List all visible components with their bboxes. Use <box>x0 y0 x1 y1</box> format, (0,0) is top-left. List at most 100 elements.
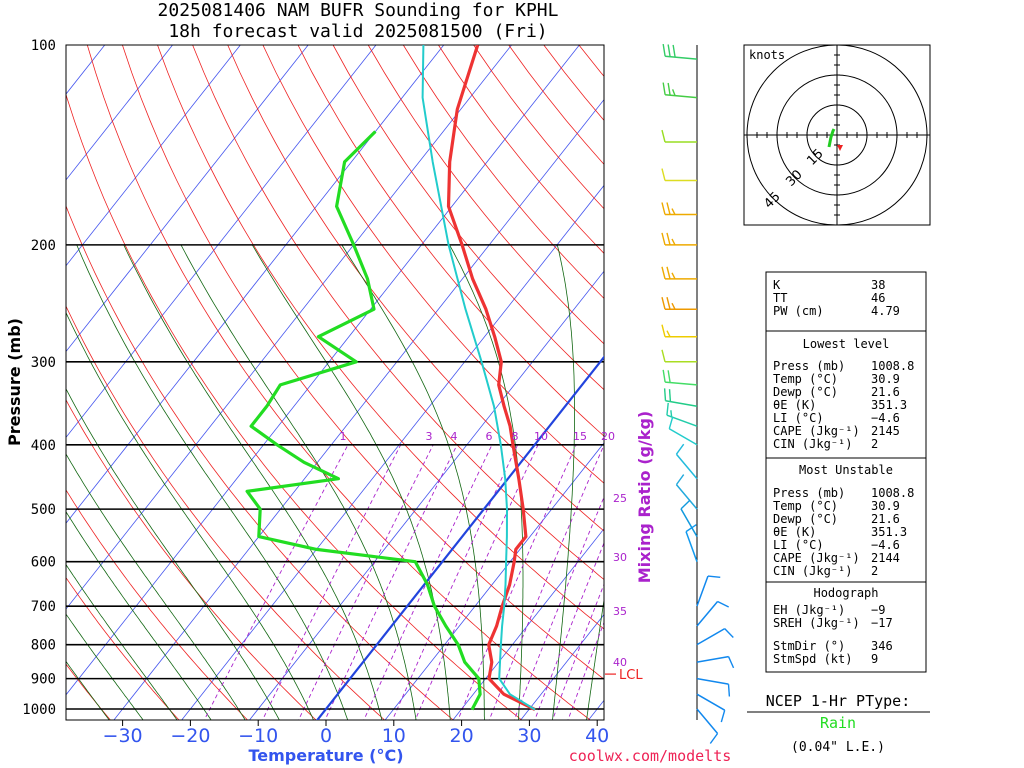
mixing-ratio-tick-label: 10 <box>534 430 548 443</box>
wind-barb-staff <box>675 453 698 480</box>
most-unstable-row-value: 2144 <box>871 551 900 565</box>
wind-barb-feather <box>707 575 721 579</box>
isotherm-line <box>66 45 241 267</box>
wind-barb <box>661 324 697 338</box>
isotherm-line <box>66 45 377 438</box>
lowest-level-row-value: 1008.8 <box>871 359 914 373</box>
wind-barb <box>661 297 697 310</box>
x-axis-title: Temperature (°C) <box>248 746 403 765</box>
moist-adiabat-line <box>180 244 417 720</box>
dry-adiabat-lines <box>66 45 604 720</box>
wind-barb-feather <box>675 443 685 455</box>
isotherm-line <box>249 270 604 720</box>
temperature-tick-label: 40 <box>585 725 609 747</box>
wind-barb <box>662 82 698 99</box>
moist-adiabat-line <box>123 244 383 720</box>
moist-adiabat-line <box>66 453 246 720</box>
index-row-label: PW (cm) <box>773 304 824 318</box>
lowest-level-row-value: 30.9 <box>871 372 900 386</box>
wind-barb-feather <box>672 44 676 58</box>
dry-adiabat-line <box>66 204 454 720</box>
isotherm-line <box>452 528 604 720</box>
pressure-tick-label: 900 <box>31 672 56 688</box>
dry-adiabat-line <box>297 45 604 437</box>
isotherm-line <box>384 442 604 720</box>
mixing-ratio-line <box>298 444 434 720</box>
wind-barb-feather <box>680 499 691 510</box>
mixing-ratio-tick-label: 35 <box>613 605 627 618</box>
wind-barb-feather <box>671 89 676 96</box>
wind-barb-staff <box>665 94 698 99</box>
temperature-tick-label: 10 <box>382 725 406 747</box>
mixing-ratio-line <box>203 444 349 720</box>
ptype-heading: NCEP 1-Hr PType: <box>766 692 911 710</box>
wind-barb-feather <box>666 402 669 416</box>
wind-barb-staff <box>696 628 726 646</box>
lowest-level-row-label: Dewp (°C) <box>773 385 838 399</box>
wind-barb <box>696 628 734 646</box>
wind-barb-feather <box>663 388 667 401</box>
pressure-tick-label: 100 <box>31 38 56 54</box>
lowest-level-row-label: Temp (°C) <box>773 372 838 386</box>
wind-barb <box>661 349 697 363</box>
dry-adiabat-line <box>66 576 180 720</box>
wind-barb <box>668 416 698 446</box>
wind-barb-staff <box>665 399 698 407</box>
mixing-ratio-tick-label: 20 <box>601 430 615 443</box>
wind-barb-feather <box>667 44 671 57</box>
most-unstable-row-value: 1008.8 <box>871 486 914 500</box>
y-axis-title: Pressure (mb) <box>5 318 24 446</box>
hodograph-units-label: knots <box>749 48 785 62</box>
lowest-level-row-label: CAPE (Jkg⁻¹) <box>773 424 860 438</box>
mixing-ratio-tick-label: 30 <box>613 551 627 564</box>
lowest-level-row-value: 2145 <box>871 424 900 438</box>
temperature-tick-label: −20 <box>170 725 210 747</box>
wind-barb-feather <box>666 266 671 280</box>
isotherm-line <box>66 45 445 524</box>
most-unstable-row-label: Temp (°C) <box>773 499 838 513</box>
wind-barb <box>675 474 698 510</box>
wind-barb-staff <box>696 655 729 663</box>
lowest-level-row-value: 2 <box>871 437 878 451</box>
temperature-tick-label: −10 <box>238 725 278 747</box>
index-row-value: 38 <box>871 278 885 292</box>
mixing-ratio-tick-label: 8 <box>512 430 519 443</box>
ptype-detail: (0.04" L.E.) <box>791 740 885 755</box>
dry-adiabat-line <box>227 45 604 532</box>
index-row-label: K <box>773 278 781 292</box>
isotherm-lines <box>66 45 604 720</box>
wind-barb-staff <box>665 55 698 60</box>
parcel-profile-line <box>421 45 536 711</box>
wind-barb <box>663 388 698 407</box>
moist-adiabat-line <box>341 244 485 720</box>
lowest-level-row-label: CIN (Jkg⁻¹) <box>773 437 852 451</box>
index-row-label: TT <box>773 291 787 305</box>
isobar-lines <box>65 44 605 721</box>
wind-barb <box>696 677 731 697</box>
most-unstable-row-value: 30.9 <box>871 499 900 513</box>
wind-barb-feather <box>727 684 731 697</box>
wind-barb-staff <box>685 531 698 562</box>
temperature-tick-label: 30 <box>517 725 541 747</box>
isotherm-line <box>113 98 604 720</box>
hodograph-param-row-label: SREH (Jkg⁻¹) <box>773 616 860 630</box>
hodograph-param-row-value: −9 <box>871 603 885 617</box>
lowest-level-row-value: −4.6 <box>871 411 900 425</box>
wind-barb-feather <box>661 324 666 337</box>
dry-adiabat-line <box>66 93 523 720</box>
wind-barb-feather <box>661 297 666 310</box>
wind-barb-feather <box>662 369 666 383</box>
most-unstable-row-value: 2 <box>871 564 878 578</box>
wind-barb-feather <box>661 232 666 246</box>
wind-barb-column <box>661 43 735 744</box>
wind-barb-feather <box>668 389 672 402</box>
hodograph-trace <box>827 128 836 148</box>
wind-barb-feather <box>666 202 671 215</box>
hodograph-param-row-label: StmDir (°) <box>773 639 845 653</box>
wind-barb <box>696 708 719 744</box>
storm-motion-marker <box>837 145 843 151</box>
dry-adiabat-line <box>66 305 386 720</box>
